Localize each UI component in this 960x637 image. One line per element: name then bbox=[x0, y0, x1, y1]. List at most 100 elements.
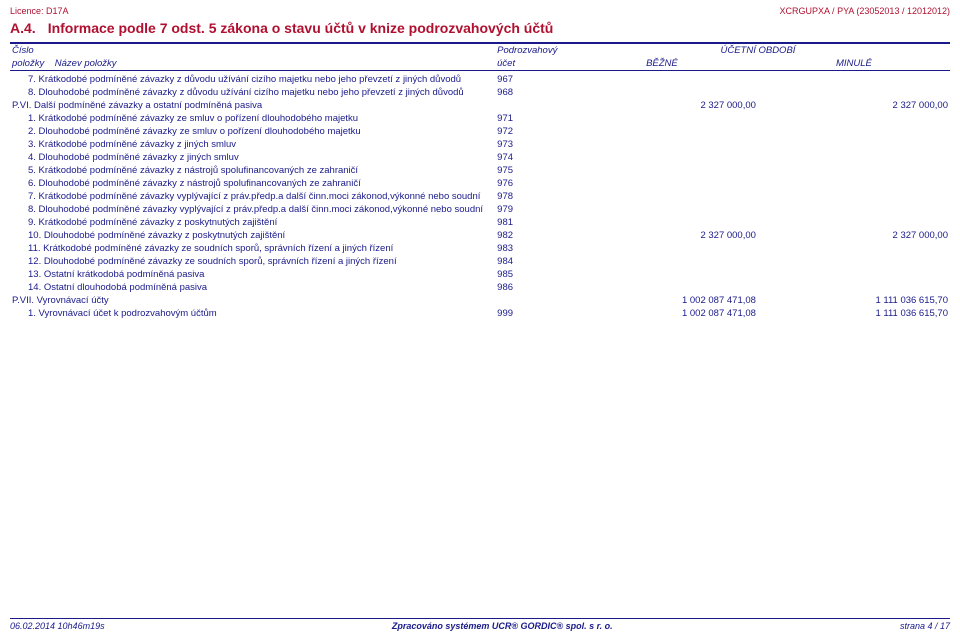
table-row: 8. Dlouhodobé podmíněné závazky vyplývaj… bbox=[10, 203, 950, 216]
table-row: 7. Krátkodobé podmíněné závazky z důvodu… bbox=[10, 73, 950, 86]
cell-name: 7. Krátkodobé podmíněné závazky z důvodu… bbox=[10, 73, 495, 86]
cell-account: 967 bbox=[495, 73, 566, 86]
cell-current: 1 002 087 471,08 bbox=[566, 307, 758, 320]
cell-name: 14. Ostatní dlouhodobá podmíněná pasiva bbox=[10, 281, 495, 294]
cell-previous bbox=[758, 164, 950, 177]
cell-current bbox=[566, 164, 758, 177]
section-title: A.4. Informace podle 7 odst. 5 zákona o … bbox=[10, 20, 950, 36]
cell-account: 971 bbox=[495, 112, 566, 125]
divider bbox=[10, 70, 950, 71]
cell-current: 2 327 000,00 bbox=[566, 99, 758, 112]
cell-current bbox=[566, 255, 758, 268]
th-podrozvahovy: Podrozvahový bbox=[495, 44, 566, 57]
data-table: Číslo Podrozvahový ÚČETNÍ OBDOBÍ položky… bbox=[10, 44, 950, 70]
cell-account: 978 bbox=[495, 190, 566, 203]
cell-current: 2 327 000,00 bbox=[566, 229, 758, 242]
table-row: 1. Krátkodobé podmíněné závazky ze smluv… bbox=[10, 112, 950, 125]
table-row: 8. Dlouhodobé podmíněné závazky z důvodu… bbox=[10, 86, 950, 99]
cell-name: P.VI. Další podmíněné závazky a ostatní … bbox=[10, 99, 495, 112]
cell-name: 12. Dlouhodobé podmíněné závazky ze soud… bbox=[10, 255, 495, 268]
th-polozky-word: položky bbox=[12, 58, 44, 69]
cell-previous bbox=[758, 151, 950, 164]
cell-account: 984 bbox=[495, 255, 566, 268]
cell-name: 13. Ostatní krátkodobá podmíněná pasiva bbox=[10, 268, 495, 281]
th-nazev-polozky: Název položky bbox=[55, 58, 117, 69]
cell-name: 1. Krátkodobé podmíněné závazky ze smluv… bbox=[10, 112, 495, 125]
table-row: 1. Vyrovnávací účet k podrozvahovým účtů… bbox=[10, 307, 950, 320]
cell-name: 1. Vyrovnávací účet k podrozvahovým účtů… bbox=[10, 307, 495, 320]
cell-account bbox=[495, 294, 566, 307]
cell-account: 974 bbox=[495, 151, 566, 164]
cell-account: 982 bbox=[495, 229, 566, 242]
cell-current bbox=[566, 125, 758, 138]
cell-name: 5. Krátkodobé podmíněné závazky z nástro… bbox=[10, 164, 495, 177]
cell-previous bbox=[758, 73, 950, 86]
cell-current: 1 002 087 471,08 bbox=[566, 294, 758, 307]
cell-current bbox=[566, 268, 758, 281]
cell-previous bbox=[758, 203, 950, 216]
cell-account: 973 bbox=[495, 138, 566, 151]
cell-previous bbox=[758, 242, 950, 255]
cell-name: 6. Dlouhodobé podmíněné závazky z nástro… bbox=[10, 177, 495, 190]
cell-account: 983 bbox=[495, 242, 566, 255]
report-code-label: XCRGUPXA / PYA (23052013 / 12012012) bbox=[780, 6, 950, 16]
cell-previous bbox=[758, 255, 950, 268]
cell-name: 11. Krátkodobé podmíněné závazky ze soud… bbox=[10, 242, 495, 255]
table-row: 10. Dlouhodobé podmíněné závazky z posky… bbox=[10, 229, 950, 242]
cell-account: 975 bbox=[495, 164, 566, 177]
table-row: 6. Dlouhodobé podmíněné závazky z nástro… bbox=[10, 177, 950, 190]
cell-current bbox=[566, 203, 758, 216]
cell-previous bbox=[758, 125, 950, 138]
cell-previous bbox=[758, 86, 950, 99]
cell-name: 9. Krátkodobé podmíněné závazky z poskyt… bbox=[10, 216, 495, 229]
cell-current bbox=[566, 177, 758, 190]
th-polozky: položky Název položky bbox=[10, 57, 495, 70]
table-row: 14. Ostatní dlouhodobá podmíněná pasiva9… bbox=[10, 281, 950, 294]
cell-account: 972 bbox=[495, 125, 566, 138]
cell-previous: 1 111 036 615,70 bbox=[758, 307, 950, 320]
cell-previous: 2 327 000,00 bbox=[758, 99, 950, 112]
cell-current bbox=[566, 242, 758, 255]
table-row: 13. Ostatní krátkodobá podmíněná pasiva9… bbox=[10, 268, 950, 281]
table-row: P.VII. Vyrovnávací účty 1 002 087 471,081… bbox=[10, 294, 950, 307]
cell-name: P.VII. Vyrovnávací účty bbox=[10, 294, 495, 307]
cell-account bbox=[495, 99, 566, 112]
table-row: 7. Krátkodobé podmíněné závazky vyplývaj… bbox=[10, 190, 950, 203]
cell-previous bbox=[758, 216, 950, 229]
cell-account: 979 bbox=[495, 203, 566, 216]
footer-page: strana 4 / 17 bbox=[900, 621, 950, 631]
license-label: Licence: D17A bbox=[10, 6, 69, 16]
th-minule: MINULÉ bbox=[758, 57, 950, 70]
cell-previous bbox=[758, 268, 950, 281]
th-ucet: účet bbox=[495, 57, 566, 70]
cell-account: 981 bbox=[495, 216, 566, 229]
cell-current bbox=[566, 151, 758, 164]
cell-account: 976 bbox=[495, 177, 566, 190]
cell-current bbox=[566, 138, 758, 151]
table-row: 4. Dlouhodobé podmíněné závazky z jiných… bbox=[10, 151, 950, 164]
cell-current bbox=[566, 216, 758, 229]
cell-name: 2. Dlouhodobé podmíněné závazky ze smluv… bbox=[10, 125, 495, 138]
th-cislo: Číslo bbox=[10, 44, 495, 57]
divider bbox=[10, 618, 950, 619]
cell-name: 10. Dlouhodobé podmíněné závazky z posky… bbox=[10, 229, 495, 242]
cell-current bbox=[566, 73, 758, 86]
table-row: 3. Krátkodobé podmíněné závazky z jiných… bbox=[10, 138, 950, 151]
cell-name: 3. Krátkodobé podmíněné závazky z jiných… bbox=[10, 138, 495, 151]
cell-account: 999 bbox=[495, 307, 566, 320]
cell-previous bbox=[758, 177, 950, 190]
cell-current bbox=[566, 86, 758, 99]
table-row: 5. Krátkodobé podmíněné závazky z nástro… bbox=[10, 164, 950, 177]
cell-previous bbox=[758, 190, 950, 203]
th-bezne: BĚŽNÉ bbox=[566, 57, 758, 70]
cell-name: 4. Dlouhodobé podmíněné závazky z jiných… bbox=[10, 151, 495, 164]
cell-previous: 2 327 000,00 bbox=[758, 229, 950, 242]
table-row: 12. Dlouhodobé podmíněné závazky ze soud… bbox=[10, 255, 950, 268]
cell-account: 986 bbox=[495, 281, 566, 294]
cell-current bbox=[566, 112, 758, 125]
cell-account: 985 bbox=[495, 268, 566, 281]
section-number: A.4. bbox=[10, 20, 36, 36]
cell-name: 8. Dlouhodobé podmíněné závazky z důvodu… bbox=[10, 86, 495, 99]
cell-name: 7. Krátkodobé podmíněné závazky vyplývaj… bbox=[10, 190, 495, 203]
cell-previous: 1 111 036 615,70 bbox=[758, 294, 950, 307]
